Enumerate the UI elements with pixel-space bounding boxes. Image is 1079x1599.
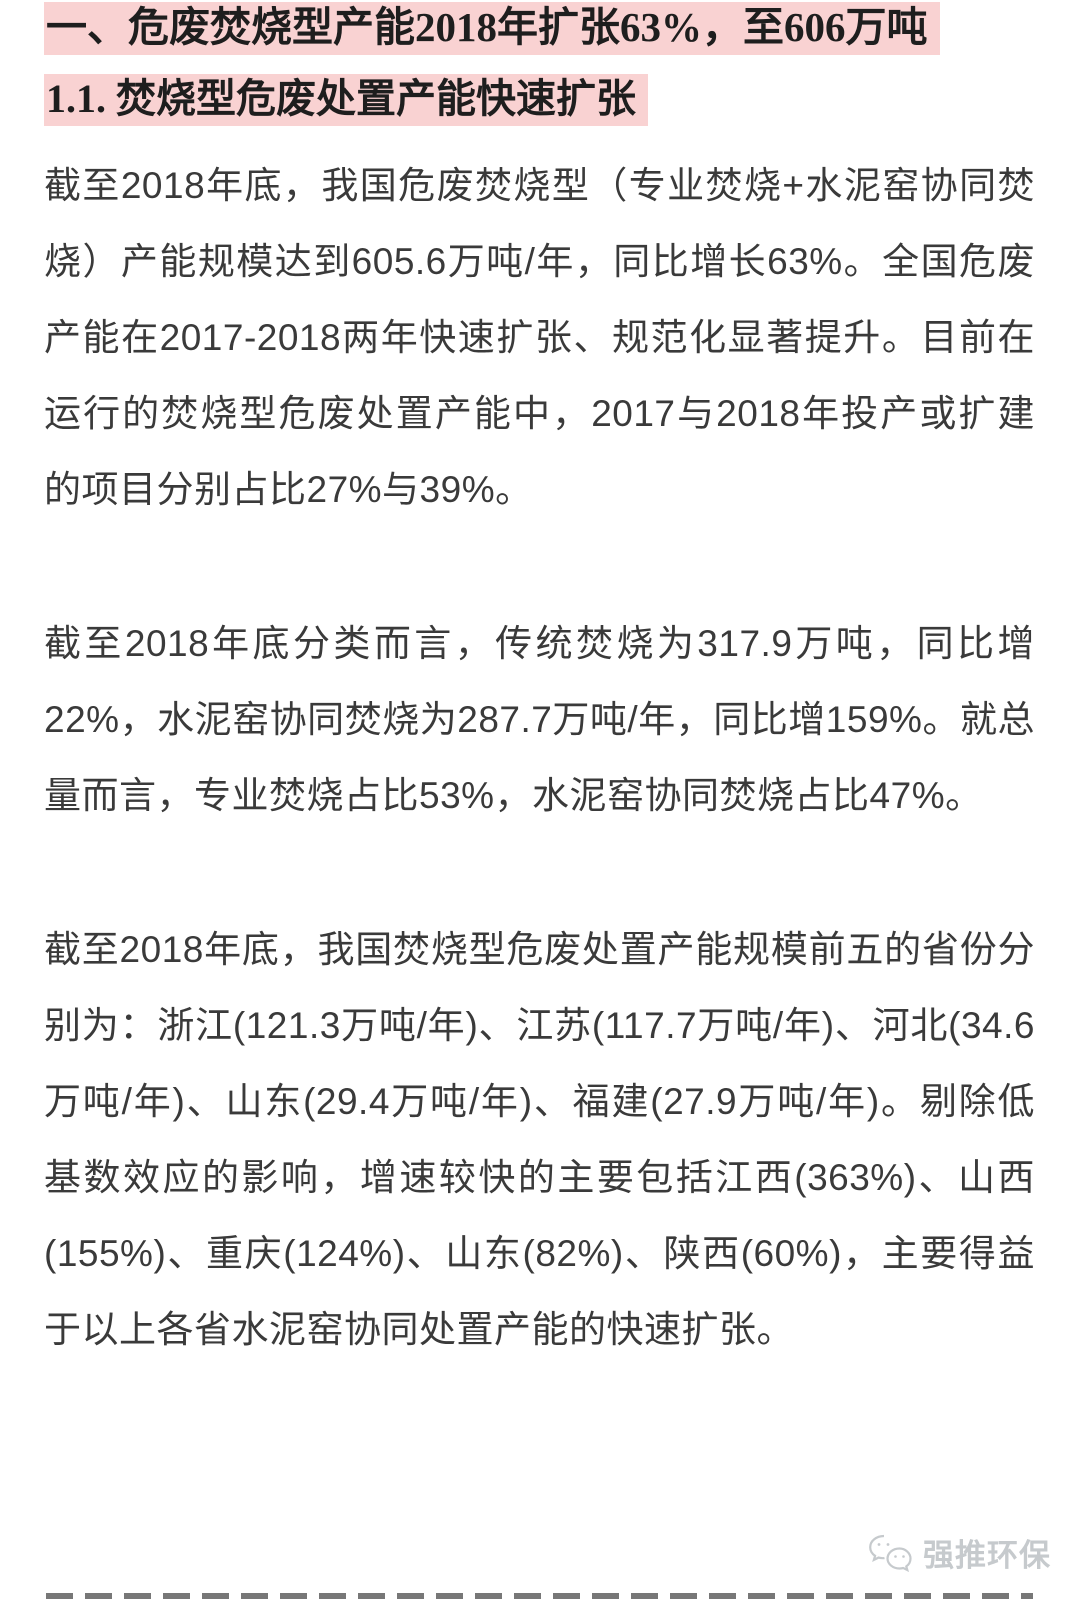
wechat-icon: [868, 1534, 914, 1572]
clipped-next-line: [46, 1593, 1033, 1599]
paragraph-capacity-overview: 截至2018年底，我国危废焚烧型（专业焚烧+水泥窑协同焚烧）产能规模达到605.…: [44, 165, 1035, 510]
watermark: 强推环保: [868, 1530, 1051, 1575]
section-heading: 一、危废焚烧型产能2018年扩张63%，至606万吨: [44, 2, 1035, 55]
subsection-heading-text: 1.1. 焚烧型危废处置产能快速扩张: [44, 74, 648, 126]
subsection-heading: 1.1. 焚烧型危废处置产能快速扩张: [44, 74, 1035, 126]
watermark-label: 强推环保: [923, 1538, 1051, 1573]
paragraph-capacity-breakdown: 截至2018年底分类而言，传统焚烧为317.9万吨，同比增22%，水泥窑协同焚烧…: [44, 623, 1035, 816]
section-heading-text: 一、危废焚烧型产能2018年扩张63%，至606万吨: [44, 2, 940, 55]
paragraph-top-provinces: 截至2018年底，我国焚烧型危废处置产能规模前五的省份分别为：浙江(121.3万…: [44, 929, 1035, 1350]
